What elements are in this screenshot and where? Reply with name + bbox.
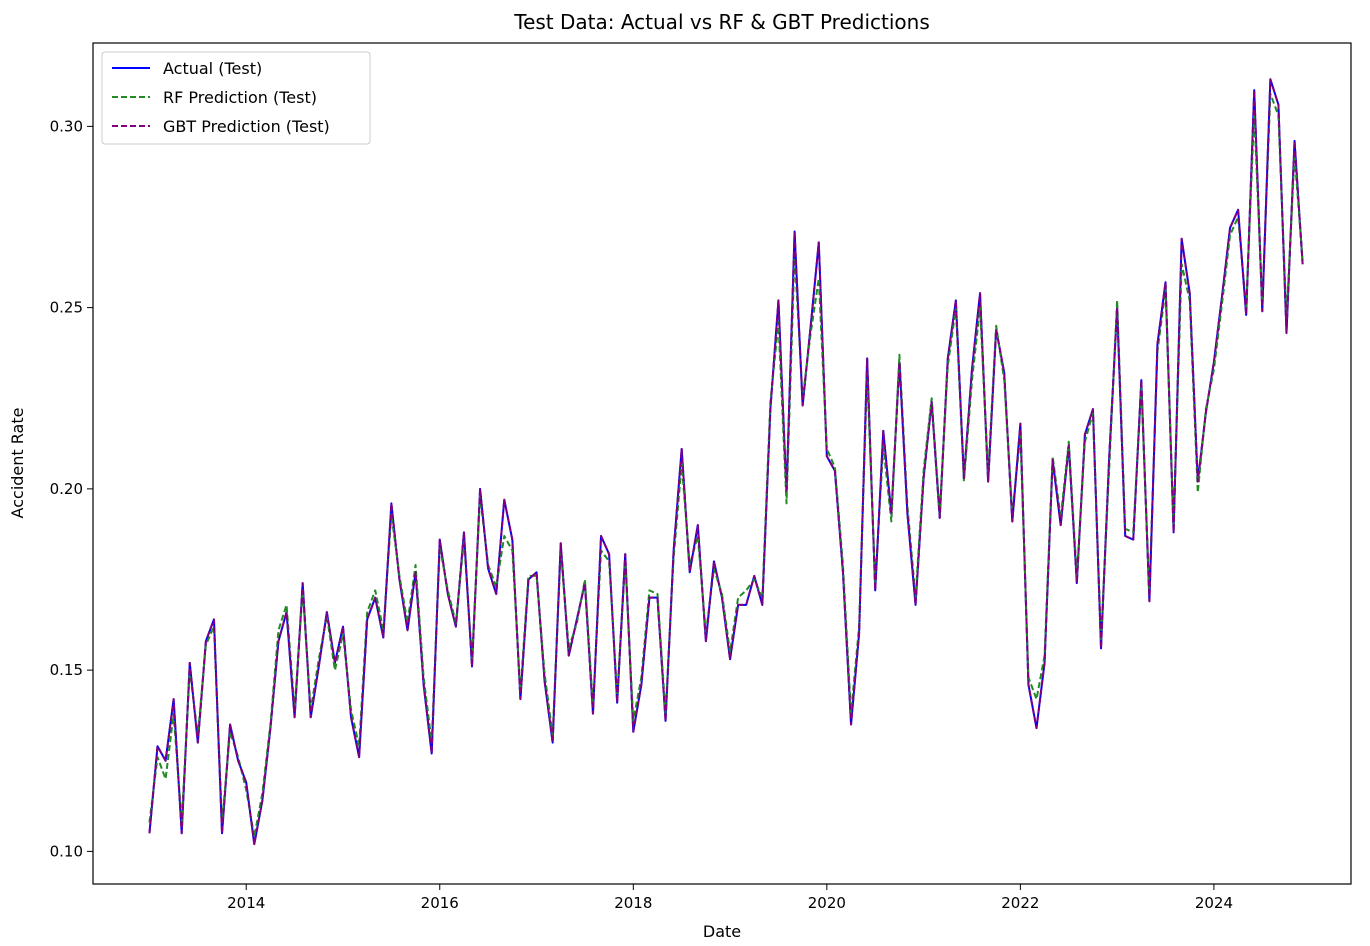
x-tick-label-5: 2024 (1195, 894, 1233, 912)
plot-frame (92, 42, 1352, 885)
y-tick-label-4: 0.30 (50, 117, 83, 135)
series-line-2 (148, 78, 1304, 846)
y-tick-label-1: 0.15 (50, 661, 83, 679)
chart-title: Test Data: Actual vs RF & GBT Prediction… (513, 10, 930, 34)
y-axis: 0.10 0.15 0.20 0.25 0.30 (50, 117, 93, 860)
legend-item-rf: RF Prediction (Test) (112, 88, 317, 107)
legend: Actual (Test) RF Prediction (Test) GBT P… (101, 51, 371, 145)
x-tick-label-3: 2020 (808, 894, 846, 912)
legend-item-actual: Actual (Test) (112, 59, 262, 78)
y-axis-title: Accident Rate (8, 408, 27, 519)
x-tick-label-1: 2016 (421, 894, 459, 912)
y-tick-label-0: 0.10 (50, 842, 83, 860)
y-tick-label-2: 0.20 (50, 480, 83, 498)
x-tick-label-4: 2022 (1001, 894, 1039, 912)
legend-label-actual: Actual (Test) (163, 59, 262, 78)
x-tick-label-0: 2014 (227, 894, 265, 912)
legend-label-rf: RF Prediction (Test) (163, 88, 317, 107)
legend-box (101, 51, 371, 145)
x-axis-title: Date (703, 922, 741, 941)
legend-label-gbt: GBT Prediction (Test) (163, 117, 330, 136)
legend-item-gbt: GBT Prediction (Test) (112, 117, 330, 136)
x-axis: 2014 2016 2018 2020 2022 2024 (227, 884, 1233, 912)
x-tick-label-2: 2018 (614, 894, 652, 912)
y-tick-label-3: 0.25 (50, 299, 83, 317)
series-line-1 (148, 92, 1304, 838)
series-layer (148, 78, 1304, 846)
